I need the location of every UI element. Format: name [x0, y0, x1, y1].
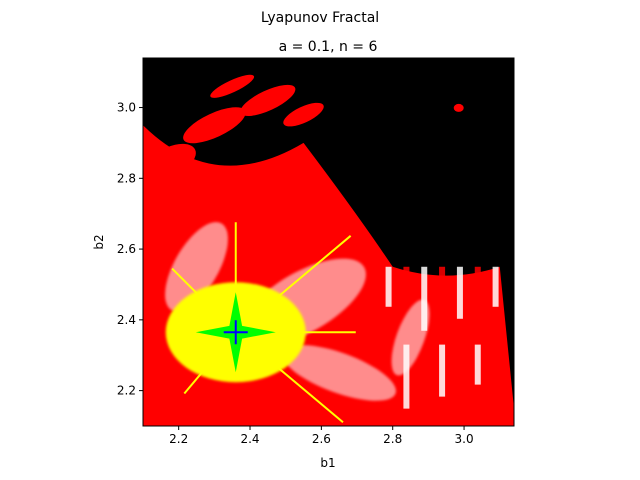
y-tick-label: 2.2: [117, 384, 136, 398]
y-axis-ticks: 2.2 2.4 2.6 2.8 3.0: [117, 101, 143, 398]
fractal-petal: [283, 102, 324, 127]
fractal-petal: [240, 84, 296, 117]
yellow-filament: [235, 235, 352, 333]
fractal-petal: [147, 143, 196, 178]
fractal-stripe: [403, 266, 410, 319]
heatmap-area: [143, 58, 514, 426]
fractal-stripe: [456, 344, 463, 409]
y-axis-label: b2: [92, 234, 106, 249]
yellow-filament: [235, 331, 344, 423]
fractal-stable-region: [143, 74, 514, 426]
fractal-petal: [210, 74, 255, 98]
fractal-stripe: [492, 266, 499, 307]
fractal-stripe: [385, 344, 392, 397]
x-tick-label: 3.0: [455, 432, 474, 446]
x-tick-label: 2.4: [240, 432, 259, 446]
chart-title: a = 0.1, n = 6: [279, 39, 378, 55]
fractal-stripe: [439, 344, 446, 397]
x-axis-label: b1: [320, 456, 335, 470]
fractal-petal: [183, 107, 246, 144]
x-tick-label: 2.6: [312, 432, 331, 446]
fractal-stripe: [421, 266, 428, 331]
y-tick-label: 2.6: [117, 242, 136, 256]
x-tick-label: 2.2: [169, 432, 188, 446]
fractal-stripe: [421, 344, 428, 385]
fractal-stripe: [492, 344, 499, 397]
fractal-sheen: [282, 345, 396, 401]
plot-frame: [142, 57, 515, 427]
fractal-spot: [453, 103, 464, 112]
fractal-petal: [159, 184, 234, 229]
fractal-petal: [143, 209, 182, 254]
fractal-petal: [224, 159, 291, 198]
yellow-filament: [171, 267, 237, 333]
fractal-sheen: [391, 299, 430, 376]
y-tick-label: 3.0: [117, 101, 136, 115]
fractal-stripe: [474, 266, 481, 331]
figure-suptitle: Lyapunov Fractal: [261, 10, 379, 26]
fractal-sheen: [165, 222, 228, 312]
y-tick-label: 2.4: [117, 313, 136, 327]
fractal-stripe: [456, 266, 463, 319]
fractal-stripe: [385, 266, 392, 307]
x-axis-ticks: 2.2 2.4 2.6 2.8 3.0: [169, 426, 474, 446]
y-tick-label: 2.8: [117, 171, 136, 185]
x-tick-label: 2.8: [383, 432, 402, 446]
yellow-filament: [183, 331, 237, 395]
fractal-stripe: [403, 344, 410, 409]
fractal-stripe: [474, 344, 481, 385]
fractal-stripe: [439, 266, 446, 307]
